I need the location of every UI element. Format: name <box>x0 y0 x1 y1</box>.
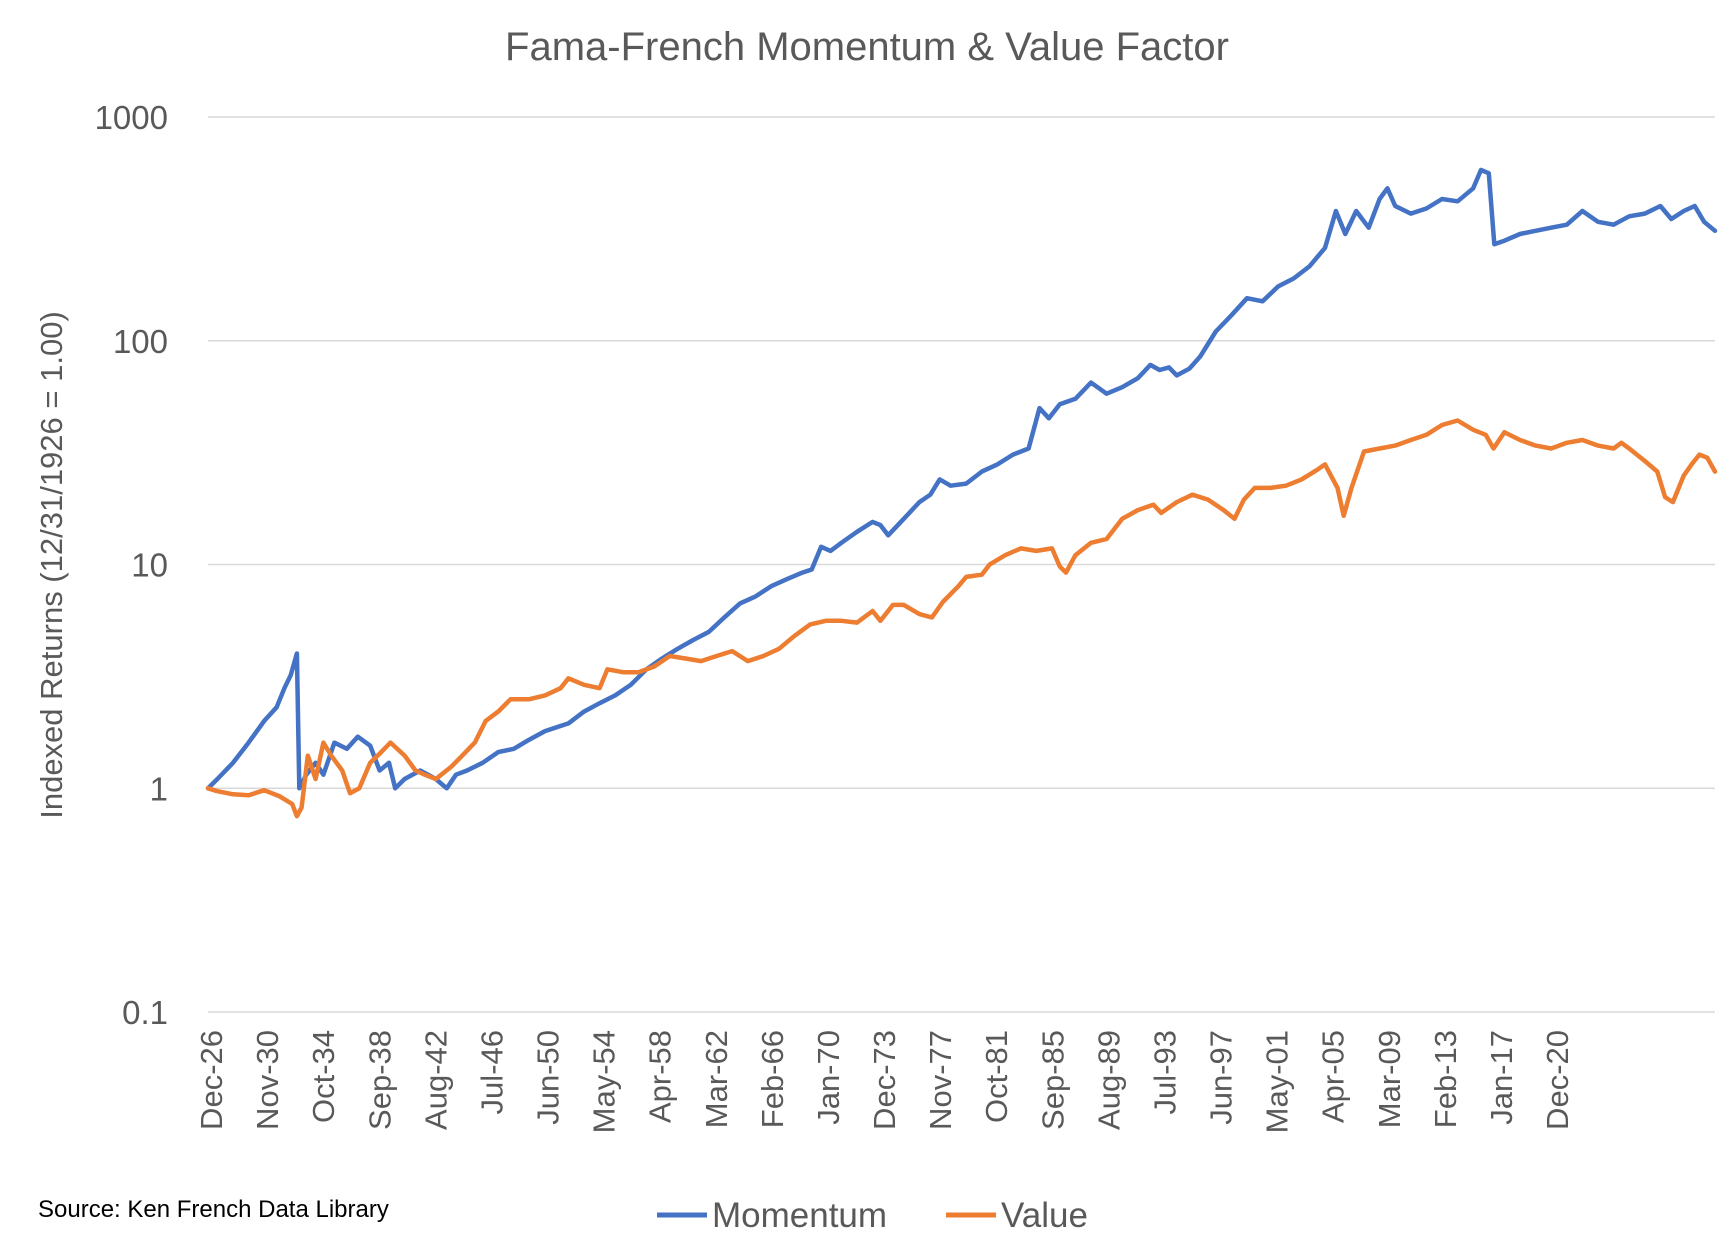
x-tick-label: Mar-62 <box>699 1030 734 1128</box>
x-tick-label: Sep-38 <box>362 1030 397 1130</box>
x-tick-label: Apr-05 <box>1316 1030 1351 1123</box>
x-tick-label: Mar-09 <box>1372 1030 1407 1128</box>
legend-label-value: Value <box>1001 1196 1088 1235</box>
y-axis-label: Indexed Returns (12/31/1926 = 1.00) <box>34 311 69 819</box>
x-axis-tick-labels: Dec-26 Nov-30 Oct-34 Sep-38 Aug-42 Jul-46 Jun-… <box>194 1030 1575 1133</box>
y-axis-tick-labels: 0.1 1 10 100 1000 <box>95 99 168 1031</box>
y-tick-label: 1 <box>150 770 168 807</box>
x-tick-label: Jan-17 <box>1484 1030 1519 1125</box>
series-line-momentum <box>205 167 1718 791</box>
x-tick-label: Jun-97 <box>1204 1030 1239 1125</box>
series-line-value <box>205 418 1718 819</box>
chart-title: Fama-French Momentum & Value Factor <box>505 25 1229 69</box>
x-tick-label: Oct-81 <box>979 1030 1014 1123</box>
x-tick-label: Sep-85 <box>1035 1030 1070 1130</box>
x-tick-label: Dec-73 <box>867 1030 902 1130</box>
x-tick-label: Nov-77 <box>923 1030 958 1130</box>
x-tick-label: May-01 <box>1260 1030 1295 1133</box>
y-tick-label: 100 <box>113 323 168 360</box>
x-tick-label: Jun-50 <box>531 1030 566 1125</box>
x-tick-label: Dec-20 <box>1540 1030 1575 1130</box>
x-tick-label: Jul-46 <box>474 1030 509 1114</box>
x-tick-label: Feb-13 <box>1428 1030 1463 1128</box>
gridlines <box>208 116 1715 1013</box>
x-tick-label: Aug-42 <box>418 1030 453 1130</box>
x-tick-label: Jan-70 <box>811 1030 846 1125</box>
x-tick-label: Oct-34 <box>306 1030 341 1123</box>
y-tick-label: 1000 <box>95 99 168 136</box>
x-tick-label: May-54 <box>587 1030 622 1133</box>
x-tick-label: Feb-66 <box>755 1030 790 1128</box>
source-note: Source: Ken French Data Library <box>38 1196 389 1223</box>
x-tick-label: Nov-30 <box>250 1030 285 1130</box>
y-tick-label: 10 <box>131 547 168 584</box>
x-tick-label: Apr-58 <box>643 1030 678 1123</box>
y-tick-label: 0.1 <box>122 994 168 1031</box>
series-layer <box>205 167 1718 819</box>
x-tick-label: Jul-93 <box>1147 1030 1182 1114</box>
legend: Momentum Value <box>657 1196 1088 1235</box>
legend-label-momentum: Momentum <box>712 1196 887 1235</box>
x-tick-label: Dec-26 <box>194 1030 229 1130</box>
x-tick-label: Aug-89 <box>1091 1030 1126 1130</box>
